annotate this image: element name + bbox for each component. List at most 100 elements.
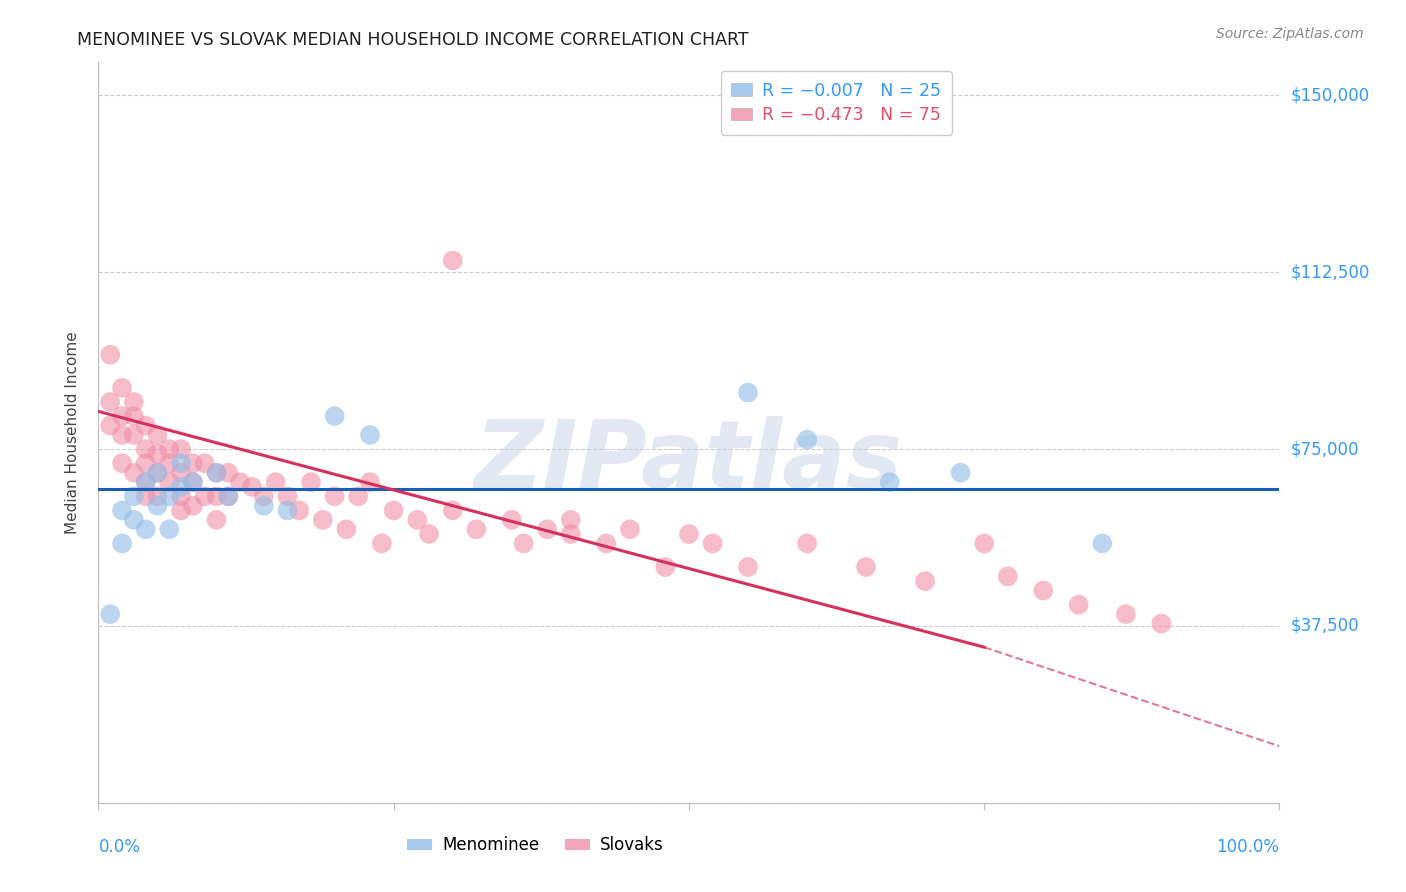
Point bbox=[359, 428, 381, 442]
Point bbox=[441, 503, 464, 517]
Point bbox=[1115, 607, 1137, 622]
Point bbox=[111, 428, 134, 442]
Point bbox=[157, 475, 180, 490]
Point bbox=[98, 418, 121, 433]
Point bbox=[512, 536, 534, 550]
Text: Source: ZipAtlas.com: Source: ZipAtlas.com bbox=[1216, 27, 1364, 41]
Point bbox=[135, 475, 157, 490]
Point bbox=[335, 522, 357, 536]
Point bbox=[678, 527, 700, 541]
Point bbox=[157, 456, 180, 470]
Point bbox=[146, 489, 169, 503]
Point bbox=[122, 466, 145, 480]
Point bbox=[146, 499, 169, 513]
Point bbox=[536, 522, 558, 536]
Point bbox=[111, 503, 134, 517]
Point bbox=[181, 456, 204, 470]
Point bbox=[217, 489, 239, 503]
Point bbox=[253, 489, 276, 503]
Point bbox=[406, 513, 429, 527]
Point bbox=[702, 536, 724, 550]
Point bbox=[1091, 536, 1114, 550]
Point bbox=[973, 536, 995, 550]
Point bbox=[122, 513, 145, 527]
Point bbox=[146, 466, 169, 480]
Point bbox=[170, 480, 193, 494]
Point bbox=[205, 489, 228, 503]
Text: 0.0%: 0.0% bbox=[98, 838, 141, 855]
Y-axis label: Median Household Income: Median Household Income bbox=[65, 331, 80, 534]
Text: $112,500: $112,500 bbox=[1291, 263, 1369, 281]
Text: 100.0%: 100.0% bbox=[1216, 838, 1279, 855]
Point bbox=[796, 536, 818, 550]
Point bbox=[312, 513, 335, 527]
Point bbox=[879, 475, 901, 490]
Point bbox=[170, 456, 193, 470]
Point bbox=[619, 522, 641, 536]
Point bbox=[205, 466, 228, 480]
Point bbox=[157, 442, 180, 457]
Point bbox=[135, 418, 157, 433]
Point bbox=[276, 489, 298, 503]
Point bbox=[441, 253, 464, 268]
Point bbox=[157, 522, 180, 536]
Point bbox=[205, 513, 228, 527]
Point bbox=[111, 536, 134, 550]
Point bbox=[135, 456, 157, 470]
Point bbox=[111, 381, 134, 395]
Point bbox=[654, 560, 676, 574]
Point bbox=[170, 503, 193, 517]
Point bbox=[1032, 583, 1054, 598]
Point bbox=[276, 503, 298, 517]
Text: $37,500: $37,500 bbox=[1291, 617, 1360, 635]
Point bbox=[347, 489, 370, 503]
Point bbox=[997, 569, 1019, 583]
Point bbox=[240, 480, 263, 494]
Point bbox=[914, 574, 936, 589]
Point bbox=[217, 489, 239, 503]
Legend: Menominee, Slovaks: Menominee, Slovaks bbox=[401, 830, 671, 861]
Point bbox=[323, 409, 346, 423]
Point bbox=[122, 489, 145, 503]
Point bbox=[371, 536, 394, 550]
Point bbox=[170, 466, 193, 480]
Point bbox=[560, 513, 582, 527]
Point bbox=[98, 348, 121, 362]
Point bbox=[595, 536, 617, 550]
Point bbox=[501, 513, 523, 527]
Point bbox=[465, 522, 488, 536]
Point bbox=[737, 560, 759, 574]
Point bbox=[855, 560, 877, 574]
Point bbox=[359, 475, 381, 490]
Point bbox=[170, 442, 193, 457]
Point bbox=[194, 456, 217, 470]
Point bbox=[157, 489, 180, 503]
Text: ZIPatlas: ZIPatlas bbox=[475, 417, 903, 508]
Text: $75,000: $75,000 bbox=[1291, 440, 1360, 458]
Point bbox=[796, 433, 818, 447]
Point bbox=[122, 428, 145, 442]
Point bbox=[111, 409, 134, 423]
Point bbox=[122, 409, 145, 423]
Point bbox=[122, 395, 145, 409]
Point bbox=[170, 489, 193, 503]
Point bbox=[253, 499, 276, 513]
Point bbox=[288, 503, 311, 517]
Point bbox=[737, 385, 759, 400]
Point bbox=[264, 475, 287, 490]
Point bbox=[146, 466, 169, 480]
Point bbox=[146, 428, 169, 442]
Point bbox=[560, 527, 582, 541]
Point bbox=[135, 522, 157, 536]
Point bbox=[299, 475, 322, 490]
Point bbox=[217, 466, 239, 480]
Text: MENOMINEE VS SLOVAK MEDIAN HOUSEHOLD INCOME CORRELATION CHART: MENOMINEE VS SLOVAK MEDIAN HOUSEHOLD INC… bbox=[77, 31, 749, 49]
Point bbox=[146, 447, 169, 461]
Point bbox=[135, 475, 157, 490]
Point bbox=[1150, 616, 1173, 631]
Text: $150,000: $150,000 bbox=[1291, 87, 1369, 104]
Point bbox=[181, 475, 204, 490]
Point bbox=[949, 466, 972, 480]
Point bbox=[229, 475, 252, 490]
Point bbox=[194, 489, 217, 503]
